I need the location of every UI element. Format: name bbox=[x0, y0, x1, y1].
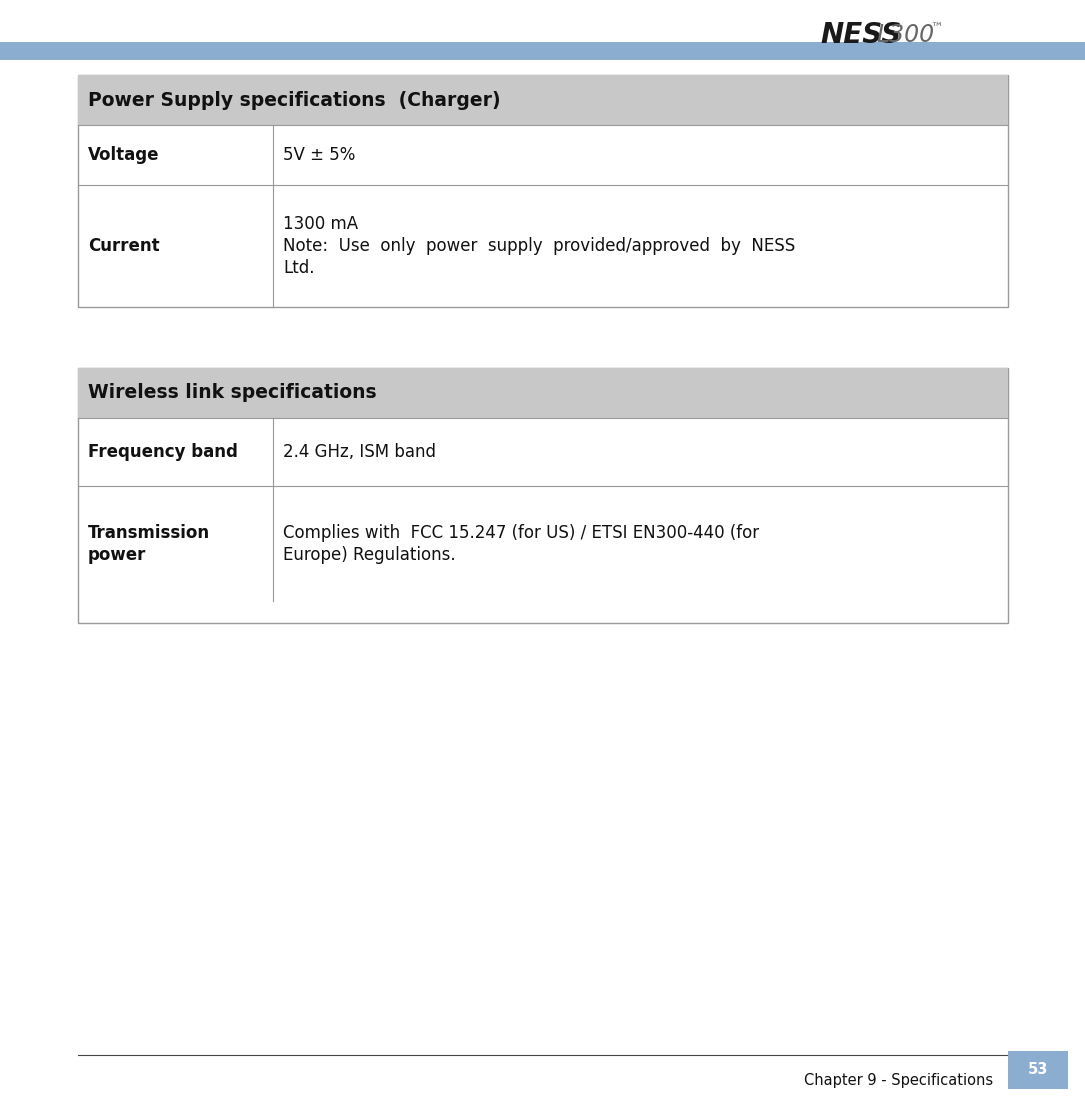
Bar bbox=[78, 75, 1008, 307]
Bar bbox=[78, 368, 1008, 623]
Text: 1300 mA: 1300 mA bbox=[283, 215, 358, 233]
Text: Chapter 9 - Specifications: Chapter 9 - Specifications bbox=[804, 1072, 993, 1088]
Text: Power Supply specifications  (Charger): Power Supply specifications (Charger) bbox=[88, 90, 500, 109]
Text: power: power bbox=[88, 545, 146, 564]
Text: Transmission: Transmission bbox=[88, 523, 210, 542]
Bar bbox=[0, 42, 1085, 59]
Text: L300: L300 bbox=[876, 23, 934, 47]
Text: Frequency band: Frequency band bbox=[88, 443, 238, 461]
Bar bbox=[1008, 1051, 1068, 1089]
Text: Wireless link specifications: Wireless link specifications bbox=[88, 383, 376, 403]
Text: Ltd.: Ltd. bbox=[283, 259, 315, 277]
Text: Voltage: Voltage bbox=[88, 146, 159, 164]
Text: NESS: NESS bbox=[820, 21, 902, 50]
Text: Europe) Regulations.: Europe) Regulations. bbox=[283, 545, 456, 564]
Text: 2.4 GHz, ISM band: 2.4 GHz, ISM band bbox=[283, 443, 436, 461]
Text: Complies with  FCC 15.247 (for US) / ETSI EN300-440 (for: Complies with FCC 15.247 (for US) / ETSI… bbox=[283, 523, 760, 542]
Text: Current: Current bbox=[88, 237, 159, 255]
Bar bbox=[78, 368, 1008, 418]
Text: 5V ± 5%: 5V ± 5% bbox=[283, 146, 356, 164]
Text: Note:  Use  only  power  supply  provided/approved  by  NESS: Note: Use only power supply provided/app… bbox=[283, 237, 795, 255]
Text: 53: 53 bbox=[1027, 1062, 1048, 1078]
Bar bbox=[78, 75, 1008, 126]
Text: ™: ™ bbox=[930, 22, 943, 34]
